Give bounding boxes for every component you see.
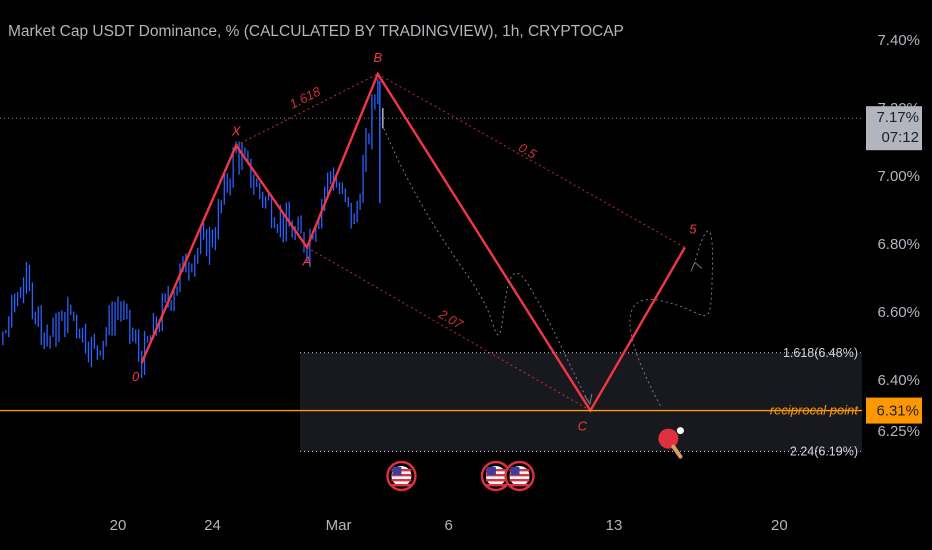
point-label-X: X	[231, 123, 242, 138]
chart-title: Market Cap USDT Dominance, % (CALCULATED…	[8, 23, 624, 40]
y-tick-label: 7.00%	[877, 168, 920, 185]
harmonic-pattern[interactable]: 0 X A B C 5	[132, 50, 697, 434]
reciprocal-badge-value: 6.31%	[876, 403, 919, 420]
us-flag-icon[interactable]	[386, 460, 417, 492]
y-tick-label: 7.40%	[877, 32, 920, 49]
paddle-icon-handle	[671, 444, 683, 459]
point-label-C: C	[578, 419, 588, 434]
projection-arrow-2	[690, 261, 703, 272]
projection-path-2	[629, 230, 714, 406]
y-tick-label: 6.40%	[877, 372, 920, 389]
target-zone: 1.618(6.48%) 2.24(6.19%)	[0, 117, 862, 458]
us-flag-icon[interactable]	[504, 460, 535, 492]
flag-stripe	[509, 474, 530, 477]
flag-canton	[392, 467, 402, 475]
price-series	[2, 79, 384, 379]
ratio-XB-label: 1.618	[287, 83, 323, 111]
flag-stripe	[485, 484, 506, 487]
flag-stripe	[391, 479, 412, 482]
y-tick-label: 6.80%	[877, 236, 920, 253]
ratio-B5-line	[377, 73, 686, 248]
ratio-AC-label: 2.07	[435, 306, 466, 333]
point-label-A: A	[302, 253, 312, 268]
flag-canton	[486, 467, 496, 475]
projection-paths	[381, 123, 714, 406]
x-tick-label: 24	[204, 517, 221, 534]
current-price-value: 7.17%	[876, 109, 919, 126]
paddle-icon	[658, 427, 684, 459]
point-label-5: 5	[689, 221, 697, 236]
reciprocal-line[interactable]: reciprocal point	[0, 403, 862, 459]
current-price-badge-bg	[866, 106, 922, 151]
paddle-icon-ball	[676, 427, 684, 435]
x-tick-label: Mar	[326, 517, 352, 534]
x-tick-label: 20	[110, 517, 127, 534]
reciprocal-label: reciprocal point	[770, 403, 860, 418]
countdown-value: 07:12	[881, 129, 919, 146]
flag-stripe	[485, 479, 506, 482]
y-tick-label: 6.60%	[877, 304, 920, 321]
point-label-B: B	[373, 50, 382, 65]
ratio-XB-line	[235, 73, 379, 146]
pattern-zigzag[interactable]	[140, 71, 686, 413]
zone-upper-label: 1.618(6.48%)	[783, 346, 858, 360]
flag-canton	[510, 467, 520, 475]
projection-arrow-1	[584, 393, 593, 406]
flag-stripe	[509, 479, 530, 482]
events	[386, 460, 535, 492]
flag-stripe	[391, 484, 412, 487]
reciprocal-badge-bg	[866, 397, 922, 424]
us-flag-icon[interactable]	[480, 460, 512, 492]
flag-stripe	[391, 474, 412, 477]
x-tick-label: 6	[444, 517, 452, 534]
axes: 7.40%7.00%6.80%6.60%6.40%6.25%7.20%2024M…	[110, 32, 920, 534]
flag-stripe	[485, 474, 506, 477]
flag-stripe	[509, 484, 530, 487]
y-tick-label: 6.25%	[877, 423, 920, 440]
x-tick-label: 20	[771, 517, 788, 534]
zone-lower-label: 2.24(6.19%)	[790, 444, 858, 458]
paddle-icon-head	[658, 428, 679, 449]
point-label-0: 0	[132, 369, 140, 384]
ratio-B5-label: 0.5	[516, 140, 540, 162]
price-badges: 7.17% 07:12 6.31%	[866, 106, 922, 424]
reciprocal-price-badge[interactable]: 6.31%	[866, 397, 922, 424]
target-zone-fill	[300, 352, 862, 452]
x-tick-label: 13	[606, 517, 623, 534]
current-price-badge[interactable]: 7.17% 07:12	[866, 106, 922, 151]
